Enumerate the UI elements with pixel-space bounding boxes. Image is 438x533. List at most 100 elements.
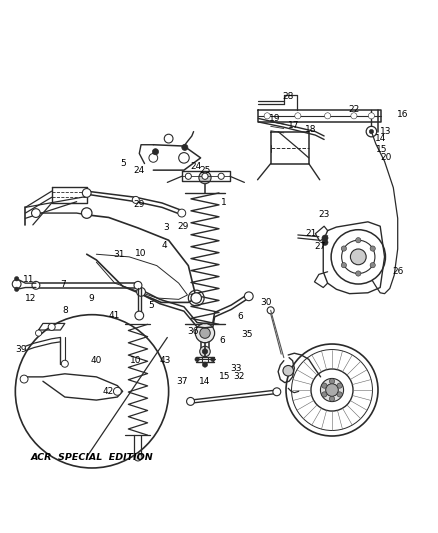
- Text: 15: 15: [219, 373, 230, 382]
- Circle shape: [267, 307, 274, 314]
- Circle shape: [368, 113, 374, 119]
- Circle shape: [14, 287, 19, 292]
- Circle shape: [326, 384, 338, 397]
- Text: 42: 42: [103, 387, 114, 396]
- Text: 17: 17: [288, 121, 299, 130]
- Circle shape: [244, 292, 253, 301]
- Text: 36: 36: [187, 327, 198, 336]
- Circle shape: [191, 293, 201, 303]
- Text: 11: 11: [23, 275, 34, 284]
- Text: 5: 5: [120, 159, 127, 168]
- Text: ACR  SPECIAL  EDITION: ACR SPECIAL EDITION: [31, 453, 153, 462]
- Text: 6: 6: [237, 312, 243, 321]
- Circle shape: [321, 378, 343, 401]
- Circle shape: [200, 328, 210, 338]
- Text: 25: 25: [199, 166, 211, 175]
- Circle shape: [182, 144, 188, 150]
- Text: 24: 24: [134, 166, 145, 175]
- Text: 30: 30: [261, 298, 272, 307]
- Text: 27: 27: [314, 243, 325, 251]
- Text: 14: 14: [199, 377, 211, 386]
- Text: 26: 26: [392, 267, 403, 276]
- Text: 1: 1: [220, 198, 226, 207]
- Circle shape: [179, 152, 189, 163]
- Circle shape: [369, 130, 374, 134]
- Circle shape: [337, 383, 342, 388]
- Circle shape: [322, 392, 327, 397]
- Circle shape: [273, 388, 281, 395]
- Circle shape: [350, 249, 366, 265]
- Text: 29: 29: [177, 222, 189, 231]
- Text: 29: 29: [134, 200, 145, 209]
- Circle shape: [134, 281, 142, 289]
- Circle shape: [211, 357, 215, 361]
- Text: 22: 22: [348, 105, 360, 114]
- Text: 21: 21: [305, 229, 317, 238]
- Circle shape: [218, 173, 224, 179]
- Circle shape: [185, 173, 191, 179]
- Text: 16: 16: [397, 110, 409, 118]
- Text: 12: 12: [25, 294, 36, 303]
- Circle shape: [113, 387, 121, 395]
- Circle shape: [32, 281, 40, 289]
- Text: 14: 14: [374, 134, 386, 143]
- Circle shape: [200, 346, 210, 357]
- Circle shape: [370, 246, 375, 251]
- Circle shape: [329, 378, 335, 384]
- Text: 41: 41: [108, 311, 120, 320]
- Circle shape: [356, 271, 361, 276]
- Text: 35: 35: [242, 330, 253, 339]
- Text: 15: 15: [376, 144, 388, 154]
- Circle shape: [137, 287, 145, 296]
- Circle shape: [322, 383, 327, 388]
- Text: 19: 19: [269, 114, 281, 123]
- Circle shape: [295, 113, 301, 119]
- Circle shape: [283, 366, 293, 376]
- Text: 20: 20: [381, 154, 392, 163]
- Circle shape: [195, 357, 199, 361]
- Text: 10: 10: [130, 356, 141, 365]
- Text: 43: 43: [160, 356, 171, 365]
- Text: 10: 10: [135, 249, 147, 258]
- Text: 24: 24: [191, 162, 202, 171]
- Circle shape: [337, 392, 342, 397]
- Text: 28: 28: [283, 92, 294, 101]
- Circle shape: [341, 263, 346, 268]
- Text: 3: 3: [163, 223, 170, 232]
- Circle shape: [12, 280, 21, 288]
- Text: 23: 23: [318, 211, 330, 219]
- Circle shape: [82, 189, 91, 197]
- Circle shape: [61, 360, 68, 367]
- Circle shape: [135, 311, 144, 320]
- Circle shape: [264, 113, 270, 119]
- Circle shape: [199, 172, 211, 184]
- Text: 40: 40: [91, 356, 102, 365]
- Text: 33: 33: [231, 364, 242, 373]
- Circle shape: [329, 396, 335, 401]
- Circle shape: [81, 208, 92, 219]
- Text: 4: 4: [162, 241, 167, 250]
- Circle shape: [164, 134, 173, 143]
- Circle shape: [20, 375, 28, 383]
- Text: 5: 5: [148, 302, 154, 310]
- Circle shape: [351, 113, 357, 119]
- Circle shape: [322, 239, 328, 246]
- Text: 32: 32: [233, 373, 244, 382]
- Circle shape: [48, 324, 55, 330]
- Text: 37: 37: [176, 377, 187, 386]
- Circle shape: [132, 197, 139, 204]
- Text: 9: 9: [88, 294, 94, 303]
- Text: 31: 31: [113, 250, 125, 259]
- Circle shape: [325, 113, 331, 119]
- Circle shape: [195, 324, 215, 343]
- Circle shape: [149, 154, 158, 162]
- Text: 13: 13: [380, 127, 391, 136]
- Circle shape: [356, 238, 361, 243]
- Circle shape: [152, 149, 159, 155]
- Circle shape: [366, 126, 377, 137]
- Circle shape: [134, 453, 142, 461]
- Circle shape: [187, 398, 194, 405]
- Circle shape: [202, 362, 208, 367]
- Circle shape: [32, 209, 40, 217]
- Circle shape: [322, 235, 328, 241]
